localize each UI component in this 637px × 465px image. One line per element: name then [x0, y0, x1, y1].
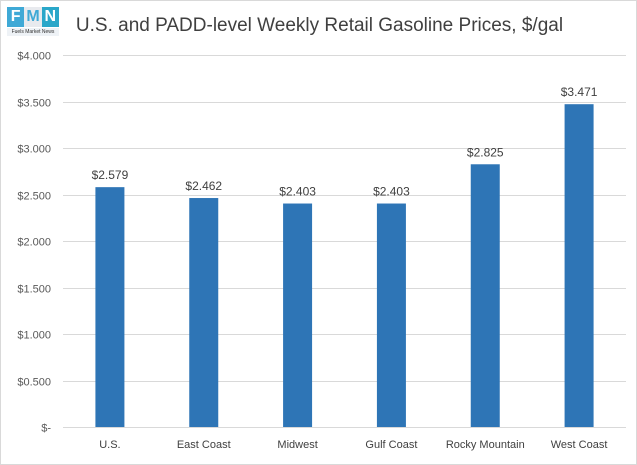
y-tick-label: $0.500: [17, 377, 51, 389]
bars: [95, 104, 594, 428]
logo-letter-f: F: [7, 7, 25, 27]
chart-title: U.S. and PADD-level Weekly Retail Gasoli…: [75, 15, 564, 36]
y-tick-label: $1.500: [17, 284, 51, 296]
logo-letters: F M N: [7, 7, 59, 27]
y-tick-label: $3.000: [17, 144, 51, 156]
bar: [470, 164, 500, 427]
logo-letter-n: N: [41, 7, 59, 27]
fmn-logo: F M N Fuels Market News: [7, 7, 59, 37]
x-tick-label: Midwest: [277, 439, 317, 451]
data-labels: $2.579 $2.462 $2.403 $2.403 $2.825 $3.471: [92, 85, 598, 198]
x-axis-tick-labels: U.S. East Coast Midwest Gulf Coast Rocky Mou…: [99, 439, 607, 451]
logo-letter-m: M: [24, 7, 42, 27]
data-label: $2.579: [92, 168, 129, 182]
y-tick-label: $2.000: [17, 237, 51, 249]
data-label: $2.462: [185, 179, 222, 193]
logo-tagline: Fuels Market News: [7, 28, 59, 36]
y-tick-label: $3.500: [17, 98, 51, 110]
data-label: $2.403: [373, 185, 410, 199]
data-label: $2.825: [467, 145, 504, 159]
gridlines: [63, 55, 626, 428]
bar: [283, 203, 313, 427]
x-tick-label: West Coast: [551, 439, 608, 451]
y-tick-label: $2.500: [17, 191, 51, 203]
x-tick-label: East Coast: [177, 439, 231, 451]
x-tick-label: Rocky Mountain: [446, 439, 525, 451]
y-tick-label: $-: [41, 423, 51, 435]
y-tick-label: $4.000: [17, 51, 51, 63]
x-tick-label: Gulf Coast: [365, 439, 417, 451]
bar: [189, 198, 219, 427]
y-tick-label: $1.000: [17, 330, 51, 342]
bar: [564, 104, 594, 428]
bar: [376, 203, 406, 427]
data-label: $3.471: [561, 85, 598, 99]
data-label: $2.403: [279, 185, 316, 199]
x-tick-label: U.S.: [99, 439, 120, 451]
y-axis-tick-labels: $- $0.500 $1.000 $1.500 $2.000 $2.500 $3.000 $3…: [17, 51, 51, 435]
bar: [95, 187, 125, 427]
